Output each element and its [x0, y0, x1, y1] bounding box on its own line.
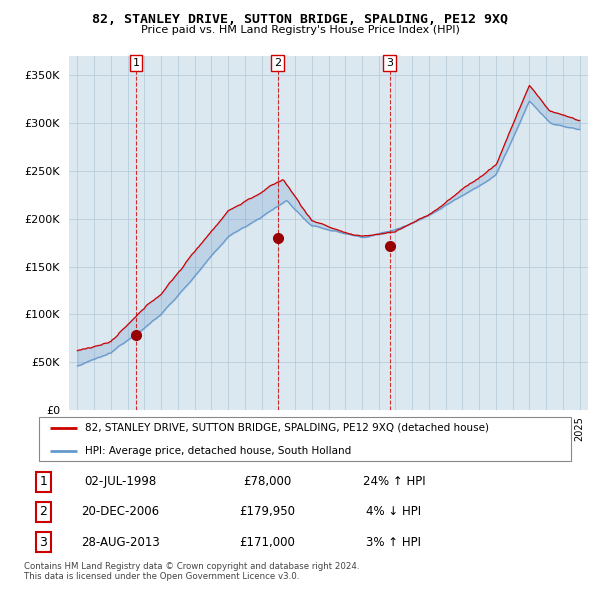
Text: 28-AUG-2013: 28-AUG-2013	[81, 536, 160, 549]
Text: 20-DEC-2006: 20-DEC-2006	[82, 505, 160, 519]
Text: 82, STANLEY DRIVE, SUTTON BRIDGE, SPALDING, PE12 9XQ: 82, STANLEY DRIVE, SUTTON BRIDGE, SPALDI…	[92, 13, 508, 26]
Text: 3: 3	[40, 536, 47, 549]
Text: £179,950: £179,950	[239, 505, 295, 519]
Text: £78,000: £78,000	[243, 475, 291, 488]
Text: 1: 1	[133, 58, 139, 68]
Text: 02-JUL-1998: 02-JUL-1998	[85, 475, 157, 488]
Text: 1: 1	[40, 475, 47, 488]
Text: Price paid vs. HM Land Registry's House Price Index (HPI): Price paid vs. HM Land Registry's House …	[140, 25, 460, 35]
Text: 82, STANLEY DRIVE, SUTTON BRIDGE, SPALDING, PE12 9XQ (detached house): 82, STANLEY DRIVE, SUTTON BRIDGE, SPALDI…	[85, 423, 488, 433]
Text: 2: 2	[40, 505, 47, 519]
Text: This data is licensed under the Open Government Licence v3.0.: This data is licensed under the Open Gov…	[24, 572, 299, 581]
FancyBboxPatch shape	[39, 417, 571, 461]
Text: £171,000: £171,000	[239, 536, 295, 549]
Text: 4% ↓ HPI: 4% ↓ HPI	[366, 505, 421, 519]
Text: 3% ↑ HPI: 3% ↑ HPI	[367, 536, 421, 549]
Text: HPI: Average price, detached house, South Holland: HPI: Average price, detached house, Sout…	[85, 446, 351, 456]
Text: Contains HM Land Registry data © Crown copyright and database right 2024.: Contains HM Land Registry data © Crown c…	[24, 562, 359, 571]
Text: 2: 2	[274, 58, 281, 68]
Text: 24% ↑ HPI: 24% ↑ HPI	[362, 475, 425, 488]
Text: 3: 3	[386, 58, 393, 68]
